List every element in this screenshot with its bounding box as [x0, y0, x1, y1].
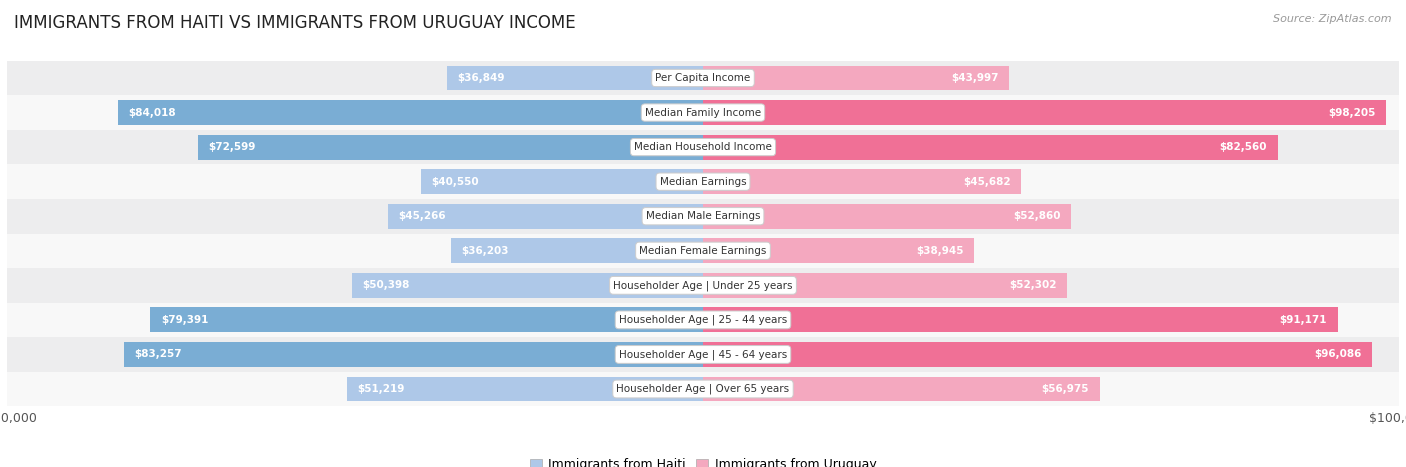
Text: Householder Age | Over 65 years: Householder Age | Over 65 years: [616, 384, 790, 394]
Bar: [7, 372, 1399, 406]
Bar: [703, 204, 1071, 229]
Text: $91,171: $91,171: [1279, 315, 1327, 325]
Text: $43,997: $43,997: [952, 73, 998, 83]
Bar: [703, 169, 1021, 194]
Bar: [703, 65, 1010, 91]
Text: $98,205: $98,205: [1329, 107, 1376, 118]
Bar: [451, 238, 703, 263]
Text: IMMIGRANTS FROM HAITI VS IMMIGRANTS FROM URUGUAY INCOME: IMMIGRANTS FROM HAITI VS IMMIGRANTS FROM…: [14, 14, 575, 32]
Bar: [118, 100, 703, 125]
Bar: [7, 130, 1399, 164]
Text: Median Male Earnings: Median Male Earnings: [645, 211, 761, 221]
Text: Householder Age | 25 - 44 years: Householder Age | 25 - 44 years: [619, 315, 787, 325]
Bar: [7, 199, 1399, 234]
Bar: [7, 234, 1399, 268]
Text: $56,975: $56,975: [1042, 384, 1090, 394]
Bar: [703, 134, 1278, 160]
Text: $52,860: $52,860: [1012, 211, 1060, 221]
Bar: [703, 238, 974, 263]
Text: Median Female Earnings: Median Female Earnings: [640, 246, 766, 256]
Text: $96,086: $96,086: [1315, 349, 1361, 360]
Text: Householder Age | 45 - 64 years: Householder Age | 45 - 64 years: [619, 349, 787, 360]
Bar: [7, 95, 1399, 130]
Bar: [703, 342, 1372, 367]
Text: Median Household Income: Median Household Income: [634, 142, 772, 152]
Bar: [346, 376, 703, 402]
Text: $82,560: $82,560: [1219, 142, 1267, 152]
Bar: [703, 307, 1337, 333]
Text: Source: ZipAtlas.com: Source: ZipAtlas.com: [1274, 14, 1392, 24]
Text: $36,849: $36,849: [457, 73, 505, 83]
Bar: [703, 100, 1386, 125]
Text: Householder Age | Under 25 years: Householder Age | Under 25 years: [613, 280, 793, 290]
Text: Median Earnings: Median Earnings: [659, 177, 747, 187]
Legend: Immigrants from Haiti, Immigrants from Uruguay: Immigrants from Haiti, Immigrants from U…: [524, 453, 882, 467]
Bar: [703, 376, 1099, 402]
Bar: [150, 307, 703, 333]
Text: $79,391: $79,391: [160, 315, 208, 325]
Text: $84,018: $84,018: [129, 107, 176, 118]
Text: $40,550: $40,550: [432, 177, 479, 187]
Text: $50,398: $50,398: [363, 280, 411, 290]
Bar: [420, 169, 703, 194]
Bar: [7, 337, 1399, 372]
Text: $83,257: $83,257: [134, 349, 181, 360]
Text: $38,945: $38,945: [917, 246, 963, 256]
Bar: [388, 204, 703, 229]
Text: $45,266: $45,266: [398, 211, 446, 221]
Text: $52,302: $52,302: [1010, 280, 1056, 290]
Bar: [447, 65, 703, 91]
Text: $45,682: $45,682: [963, 177, 1011, 187]
Bar: [7, 303, 1399, 337]
Text: $51,219: $51,219: [357, 384, 405, 394]
Bar: [353, 273, 703, 298]
Text: $36,203: $36,203: [461, 246, 509, 256]
Text: $72,599: $72,599: [208, 142, 256, 152]
Bar: [7, 268, 1399, 303]
Text: Per Capita Income: Per Capita Income: [655, 73, 751, 83]
Bar: [7, 61, 1399, 95]
Bar: [198, 134, 703, 160]
Bar: [124, 342, 703, 367]
Bar: [703, 273, 1067, 298]
Bar: [7, 164, 1399, 199]
Text: Median Family Income: Median Family Income: [645, 107, 761, 118]
